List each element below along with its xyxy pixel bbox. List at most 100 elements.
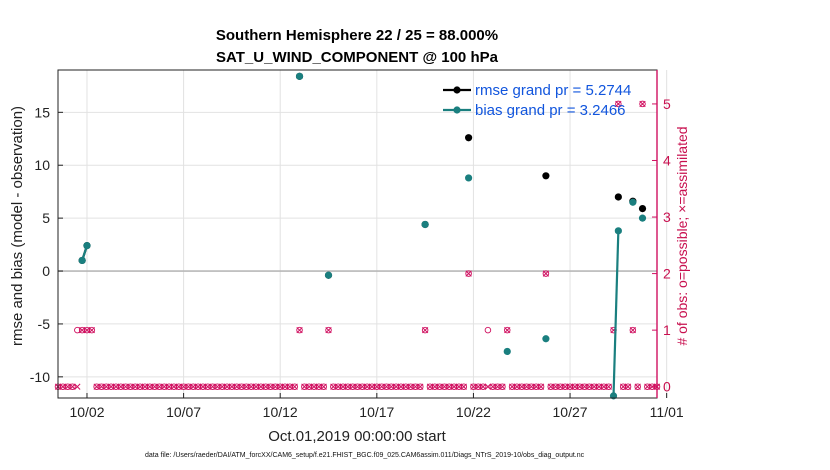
obs-assimilated-stroke xyxy=(252,383,260,390)
obs-possible-marker xyxy=(151,383,158,390)
obs-possible-marker xyxy=(619,383,627,390)
obs-assimilated-marker xyxy=(281,383,289,390)
obs-assimilated-marker xyxy=(644,383,651,390)
obs-assimilated-stroke xyxy=(107,383,115,390)
obs-assimilated-marker xyxy=(88,326,95,334)
obs-assimilated-marker xyxy=(523,383,530,390)
obs-assimilated-marker xyxy=(600,383,608,390)
obs-assimilated-marker xyxy=(349,383,356,390)
obs-assimilated-stroke xyxy=(344,383,351,390)
obs-assimilated-stroke xyxy=(378,383,385,390)
obs-assimilated-marker xyxy=(450,383,458,390)
y-tick-label: 5 xyxy=(42,210,50,226)
obs-possible-marker xyxy=(624,383,632,390)
obs-assimilated-stroke xyxy=(494,383,501,390)
obs-possible-marker xyxy=(508,383,516,390)
obs-possible-marker xyxy=(272,383,279,390)
obs-assimilated-stroke xyxy=(542,270,550,277)
obs-possible-marker xyxy=(586,383,593,390)
obs-assimilated-marker xyxy=(252,383,260,390)
obs-possible-marker xyxy=(320,383,327,390)
obs-possible-marker xyxy=(204,383,211,390)
obs-assimilated-stroke xyxy=(161,383,168,390)
obs-assimilated-stroke xyxy=(209,383,216,390)
obs-possible-marker xyxy=(185,383,192,390)
obs-assimilated-marker xyxy=(238,383,245,390)
obs-possible-marker xyxy=(446,383,453,390)
obs-possible-marker xyxy=(156,383,163,390)
obs-assimilated-marker xyxy=(190,383,197,390)
y-right-tick-label: 2 xyxy=(663,266,671,282)
obs-assimilated-stroke xyxy=(373,383,380,390)
obs-possible-marker xyxy=(518,383,525,390)
obs-possible-marker xyxy=(59,383,67,390)
x-tick-label: 10/02 xyxy=(69,404,104,420)
obs-assimilated-stroke xyxy=(557,383,564,390)
legend: rmse grand pr = 5.2744 bias grand pr = 3… xyxy=(443,82,631,119)
obs-possible-marker xyxy=(441,383,448,390)
bias-point xyxy=(83,242,91,250)
obs-assimilated-marker xyxy=(165,383,173,390)
obs-assimilated-marker xyxy=(194,383,202,390)
obs-assimilated-stroke xyxy=(262,383,269,390)
obs-assimilated-marker xyxy=(132,383,139,390)
obs-assimilated-marker xyxy=(634,383,641,390)
obs-possible-marker xyxy=(407,383,414,390)
obs-possible-marker xyxy=(465,270,472,277)
obs-assimilated-marker xyxy=(204,383,211,390)
y-right-tick-label: 4 xyxy=(663,152,671,168)
obs-assimilated-stroke xyxy=(180,383,187,390)
bias-point xyxy=(503,347,511,356)
obs-assimilated-marker xyxy=(315,383,323,390)
obs-assimilated-marker xyxy=(470,383,477,390)
obs-assimilated-marker xyxy=(562,383,569,390)
obs-assimilated-marker xyxy=(296,326,303,334)
obs-assimilated-stroke xyxy=(523,383,530,390)
rmse-point xyxy=(465,134,473,142)
obs-possible-marker xyxy=(363,383,371,390)
obs-assimilated-stroke xyxy=(204,383,211,390)
chart-title-line1: Southern Hemisphere 22 / 25 = 88.000% xyxy=(216,27,498,44)
obs-possible-marker xyxy=(494,383,501,390)
obs-possible-marker xyxy=(566,383,574,390)
obs-assimilated-marker xyxy=(74,383,81,390)
obs-assimilated-stroke xyxy=(83,326,91,334)
obs-possible-marker xyxy=(122,383,129,390)
obs-assimilated-marker xyxy=(214,383,221,390)
obs-assimilated-stroke xyxy=(248,383,255,390)
obs-assimilated-stroke xyxy=(634,383,641,390)
obs-possible-marker xyxy=(325,326,332,334)
obs-assimilated-stroke xyxy=(513,383,521,390)
obs-assimilated-marker xyxy=(595,383,603,390)
obs-assimilated-marker xyxy=(136,383,144,390)
obs-possible-marker xyxy=(132,383,139,390)
obs-possible-marker xyxy=(161,383,168,390)
obs-assimilated-stroke xyxy=(281,383,289,390)
obs-assimilated-marker xyxy=(373,383,380,390)
obs-possible-marker xyxy=(262,383,269,390)
rmse-point xyxy=(638,205,647,213)
obs-assimilated-stroke xyxy=(504,326,511,334)
obs-assimilated-marker xyxy=(581,383,588,390)
obs-assimilated-marker xyxy=(620,383,627,390)
obs-assimilated-marker xyxy=(499,383,506,390)
obs-assimilated-stroke xyxy=(600,383,608,390)
obs-assimilated-stroke xyxy=(431,383,438,390)
obs-assimilated-stroke xyxy=(644,383,651,390)
obs-assimilated-stroke xyxy=(190,383,197,390)
obs-assimilated-marker xyxy=(489,383,496,390)
obs-assimilated-stroke xyxy=(223,383,231,390)
obs-possible-marker xyxy=(397,383,405,390)
obs-assimilated-stroke xyxy=(306,383,313,390)
obs-possible-marker xyxy=(552,383,559,390)
obs-assimilated-marker xyxy=(64,383,71,390)
obs-assimilated-stroke xyxy=(74,383,81,390)
obs-possible-marker xyxy=(537,383,545,390)
obs-assimilated-marker xyxy=(93,383,100,390)
obs-assimilated-marker xyxy=(141,383,149,390)
obs-assimilated-stroke xyxy=(586,383,593,390)
obs-assimilated-stroke xyxy=(620,383,627,390)
obs-possible-marker xyxy=(383,383,390,390)
obs-assimilated-stroke xyxy=(421,326,429,334)
y-right-tick-label: 1 xyxy=(663,322,671,338)
